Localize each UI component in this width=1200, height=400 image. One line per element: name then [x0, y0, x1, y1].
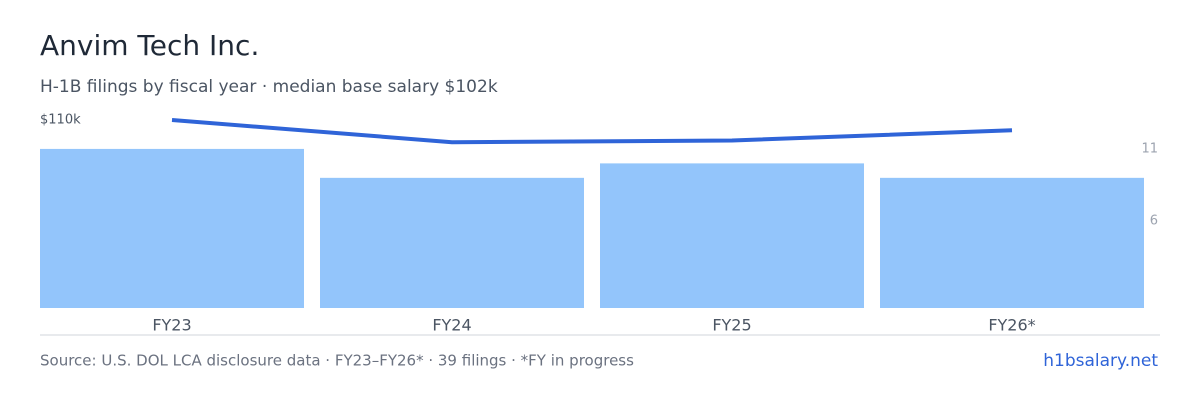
x-tick-label: FY25	[712, 316, 751, 335]
bar	[320, 177, 584, 308]
chart-title: Anvim Tech Inc.	[40, 29, 259, 62]
y2-tick-label: 11	[1141, 141, 1158, 156]
x-tick-label: FY23	[152, 316, 191, 335]
bar	[40, 148, 304, 308]
source-note: Source: U.S. DOL LCA disclosure data · F…	[40, 352, 634, 370]
chart-subtitle: H-1B filings by fiscal year · median bas…	[40, 77, 498, 97]
bar	[600, 163, 864, 308]
x-tick-label: FY24	[432, 316, 471, 335]
y2-tick-label: 6	[1150, 214, 1158, 229]
salary-line	[171, 118, 1013, 145]
y-tick-label: $110k	[40, 113, 81, 128]
bar	[880, 177, 1144, 308]
site-link[interactable]: h1bsalary.net	[1043, 351, 1158, 371]
x-tick-label: FY26*	[988, 316, 1035, 335]
